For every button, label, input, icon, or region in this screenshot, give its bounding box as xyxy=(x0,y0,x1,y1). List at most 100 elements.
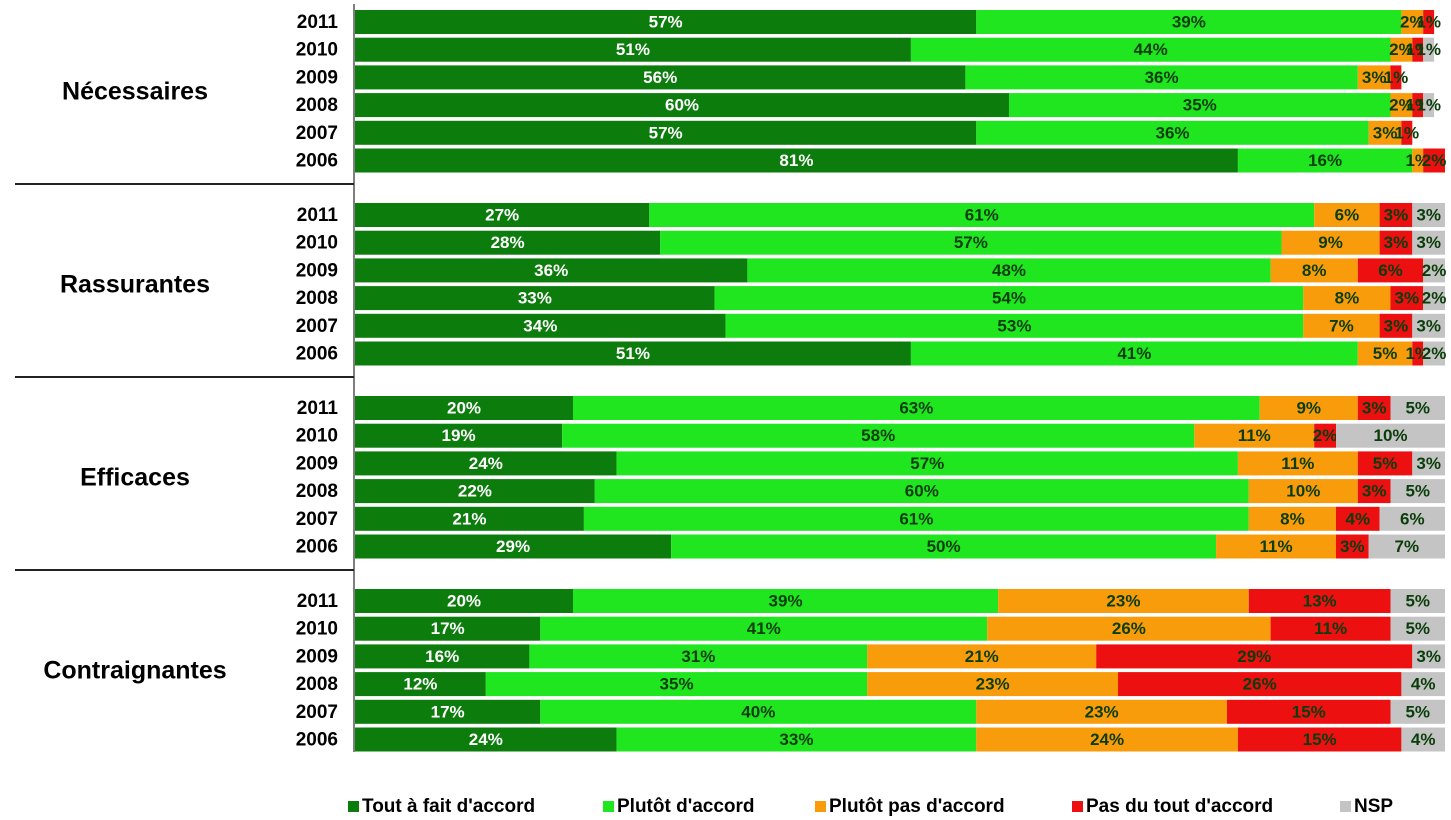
data-label: 5% xyxy=(1405,619,1430,638)
bar-segment xyxy=(1401,727,1445,752)
data-label: 29% xyxy=(1237,647,1271,666)
bar-segment xyxy=(998,589,1249,613)
bar-segment xyxy=(355,423,563,448)
bar-segment xyxy=(976,10,1402,34)
bar-segment xyxy=(976,120,1369,145)
data-label: 27% xyxy=(485,205,519,224)
bar-segment xyxy=(355,313,726,338)
bar-segment xyxy=(1314,423,1336,448)
year-label: 2010 xyxy=(296,426,338,447)
bar-segment xyxy=(1401,10,1424,34)
bar-segment xyxy=(1336,506,1380,531)
bar-segment xyxy=(976,699,1227,724)
bar-segment xyxy=(594,479,1249,504)
data-label: 9% xyxy=(1318,233,1343,252)
bar-segment xyxy=(1368,534,1445,559)
data-label: 36% xyxy=(1145,68,1179,87)
data-label: 61% xyxy=(899,509,933,528)
data-label: 35% xyxy=(660,675,694,694)
bar-segment xyxy=(485,672,868,697)
bar-segment xyxy=(355,258,748,283)
bar-segment xyxy=(1390,699,1445,724)
data-label: 54% xyxy=(992,289,1026,308)
bar-segment xyxy=(1423,148,1445,173)
bar-segment xyxy=(583,506,1249,531)
year-label: 2007 xyxy=(296,702,338,723)
bar-segment xyxy=(1379,203,1413,227)
bar-segment xyxy=(1423,341,1445,366)
bar-segment xyxy=(616,451,1238,476)
data-label: 8% xyxy=(1335,289,1360,308)
group-label: Nécessaires xyxy=(62,78,208,106)
bar-segment xyxy=(1390,589,1445,613)
data-label: 19% xyxy=(442,426,476,445)
data-label: 24% xyxy=(1090,730,1124,749)
data-label: 3% xyxy=(1362,398,1387,417)
data-label: 11% xyxy=(1314,619,1347,638)
data-label: 36% xyxy=(1155,123,1189,142)
data-label: 33% xyxy=(518,289,552,308)
bar-segment xyxy=(1303,313,1380,338)
bar-segment xyxy=(747,258,1271,283)
data-label: 11% xyxy=(1281,454,1314,473)
bar-segment xyxy=(1237,451,1358,476)
data-label: 33% xyxy=(779,730,813,749)
bar-segment xyxy=(1009,93,1391,118)
data-label: 3% xyxy=(1384,205,1409,224)
data-label: 8% xyxy=(1280,509,1305,528)
bar-segment xyxy=(1357,258,1424,283)
data-label: 28% xyxy=(491,233,525,252)
bar-segment xyxy=(1401,672,1445,697)
bar-segment xyxy=(540,616,988,641)
bar-segment xyxy=(355,120,977,145)
bar-segment xyxy=(1412,93,1424,118)
year-label: 2009 xyxy=(296,260,338,281)
data-label: 2% xyxy=(1422,261,1447,280)
bar-segment xyxy=(1423,286,1445,311)
bar-segment xyxy=(1237,727,1402,752)
bar-segment xyxy=(355,672,486,697)
data-label: 34% xyxy=(523,316,557,335)
data-label: 57% xyxy=(910,454,944,473)
data-label: 15% xyxy=(1292,702,1326,721)
bar-segment xyxy=(355,699,541,724)
bar-segment xyxy=(1390,37,1413,62)
data-label: 17% xyxy=(431,702,465,721)
year-label: 2006 xyxy=(296,151,338,172)
data-label: 57% xyxy=(954,233,988,252)
bar-segment xyxy=(1096,644,1413,669)
bar-segment xyxy=(1216,534,1336,559)
year-label: 2009 xyxy=(296,646,338,667)
bar-segment xyxy=(1281,230,1380,255)
data-label: 2% xyxy=(1422,344,1447,363)
data-label: 50% xyxy=(927,537,961,556)
data-label: 3% xyxy=(1416,647,1441,666)
bar-segment xyxy=(1379,313,1413,338)
bar-segment xyxy=(1357,396,1391,420)
data-label: 3% xyxy=(1384,316,1409,335)
bar-segment xyxy=(1412,230,1445,255)
data-label: 23% xyxy=(976,675,1010,694)
year-label: 2009 xyxy=(296,67,338,88)
bar-segment xyxy=(1237,148,1413,173)
bar-segment xyxy=(529,644,868,669)
bar-segment xyxy=(540,699,977,724)
bar-segment xyxy=(660,230,1282,255)
data-label: 3% xyxy=(1416,316,1441,335)
bar-segment xyxy=(1412,148,1424,173)
legend-label: Pas du tout d'accord xyxy=(1086,796,1273,817)
data-label: 23% xyxy=(1106,591,1140,610)
bar-segment xyxy=(355,341,911,366)
data-label: 41% xyxy=(747,619,781,638)
data-label: 1% xyxy=(1395,123,1420,142)
bar-segment xyxy=(1357,451,1413,476)
year-label: 2007 xyxy=(296,123,338,144)
bar-segment xyxy=(1412,341,1424,366)
bar-segment xyxy=(573,396,1260,420)
data-label: 22% xyxy=(458,482,492,501)
bar-segment xyxy=(910,37,1391,62)
bar-segment xyxy=(355,644,530,669)
data-label: 26% xyxy=(1112,619,1146,638)
data-label: 3% xyxy=(1416,205,1441,224)
bar-segment xyxy=(1390,616,1445,641)
